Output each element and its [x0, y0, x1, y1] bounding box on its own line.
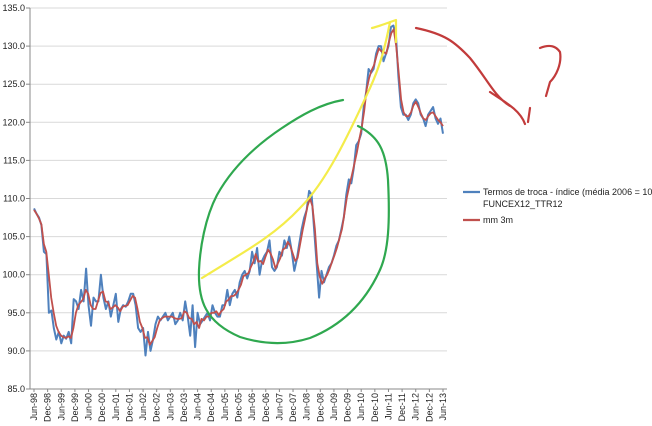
x-tick-label: Jun-99: [56, 393, 66, 421]
x-tick-label: Dec-07: [288, 393, 298, 422]
x-tick-label: Jun-10: [356, 393, 366, 421]
x-tick-label: Jun-13: [438, 393, 448, 421]
y-tick-label: 115.0: [3, 155, 25, 165]
y-tick-label: 105.0: [2, 232, 25, 242]
x-tick-label: Dec-04: [206, 393, 216, 422]
x-tick-label: Jun-09: [329, 393, 339, 421]
x-tick-label: Dec-08: [315, 393, 325, 422]
annotations: [197, 18, 562, 345]
y-tick-label: 110.0: [3, 194, 25, 204]
y-tick-label: 135.0: [2, 3, 25, 13]
x-tick-label: Dec-03: [179, 393, 189, 422]
legend-label-1: mm 3m: [483, 215, 513, 225]
series-line-1: [33, 28, 444, 346]
x-tick-label: Dec-01: [124, 393, 134, 422]
y-tick-label: 90.0: [7, 346, 25, 356]
x-tick-label: Dec-05: [234, 393, 244, 422]
y-tick-label: 120.0: [2, 117, 25, 127]
red-curve-annotation: [414, 26, 562, 126]
x-tick-label: Dec-00: [97, 393, 107, 422]
legend-label-0-cont: FUNCEX12_TTR12: [483, 199, 563, 209]
x-tick-label: Jun-02: [138, 393, 148, 421]
gridlines: [30, 7, 447, 390]
y-tick-label: 130.0: [2, 41, 25, 51]
x-tick-label: Jun-11: [383, 393, 393, 420]
x-tick-label: Dec-99: [70, 393, 80, 422]
y-tick-label: 125.0: [2, 79, 25, 89]
x-tick-label: Jun-06: [247, 393, 257, 421]
x-tick-label: Jun-12: [411, 393, 421, 421]
x-tick-label: Jun-07: [274, 393, 284, 421]
x-tick-label: Dec-12: [424, 393, 434, 422]
y-tick-label: 85.0: [7, 384, 25, 394]
y-tick-label: 100.0: [2, 270, 25, 280]
yellow-arrow-annotation: [200, 18, 398, 280]
x-tick-label: Dec-06: [261, 393, 271, 422]
x-tick-label: Dec-09: [343, 393, 353, 422]
x-axis-ticks: Jun-98 Dec-98 Jun-99 Dec-99 Jun-00 Dec-00 Jun-…: [29, 389, 448, 422]
legend-label-0: Termos de troca - índice (média 2006 = 1…: [483, 187, 652, 197]
y-axis-ticks: 85.0 90.0 95.0 100.0 105.0 110.0 115.0 120.0 125…: [2, 3, 30, 394]
x-tick-label: Jun-03: [165, 393, 175, 421]
x-tick-label: Dec-11: [397, 393, 407, 421]
x-tick-label: Jun-04: [193, 393, 203, 421]
series-lines: [33, 24, 444, 357]
x-tick-label: Jun-08: [302, 393, 312, 421]
green-ellipse-annotation: [197, 98, 390, 345]
x-tick-label: Jun-01: [111, 393, 121, 421]
x-tick-label: Dec-10: [370, 393, 380, 422]
x-tick-label: Dec-02: [152, 393, 162, 422]
x-tick-label: Dec-98: [43, 393, 53, 422]
x-tick-label: Jun-00: [84, 393, 94, 421]
x-tick-label: Jun-05: [220, 393, 230, 421]
x-tick-label: Jun-98: [29, 393, 39, 421]
legend: Termos de troca - índice (média 2006 = 1…: [463, 187, 652, 225]
y-tick-label: 95.0: [7, 308, 25, 318]
series-line-0: [33, 24, 444, 357]
